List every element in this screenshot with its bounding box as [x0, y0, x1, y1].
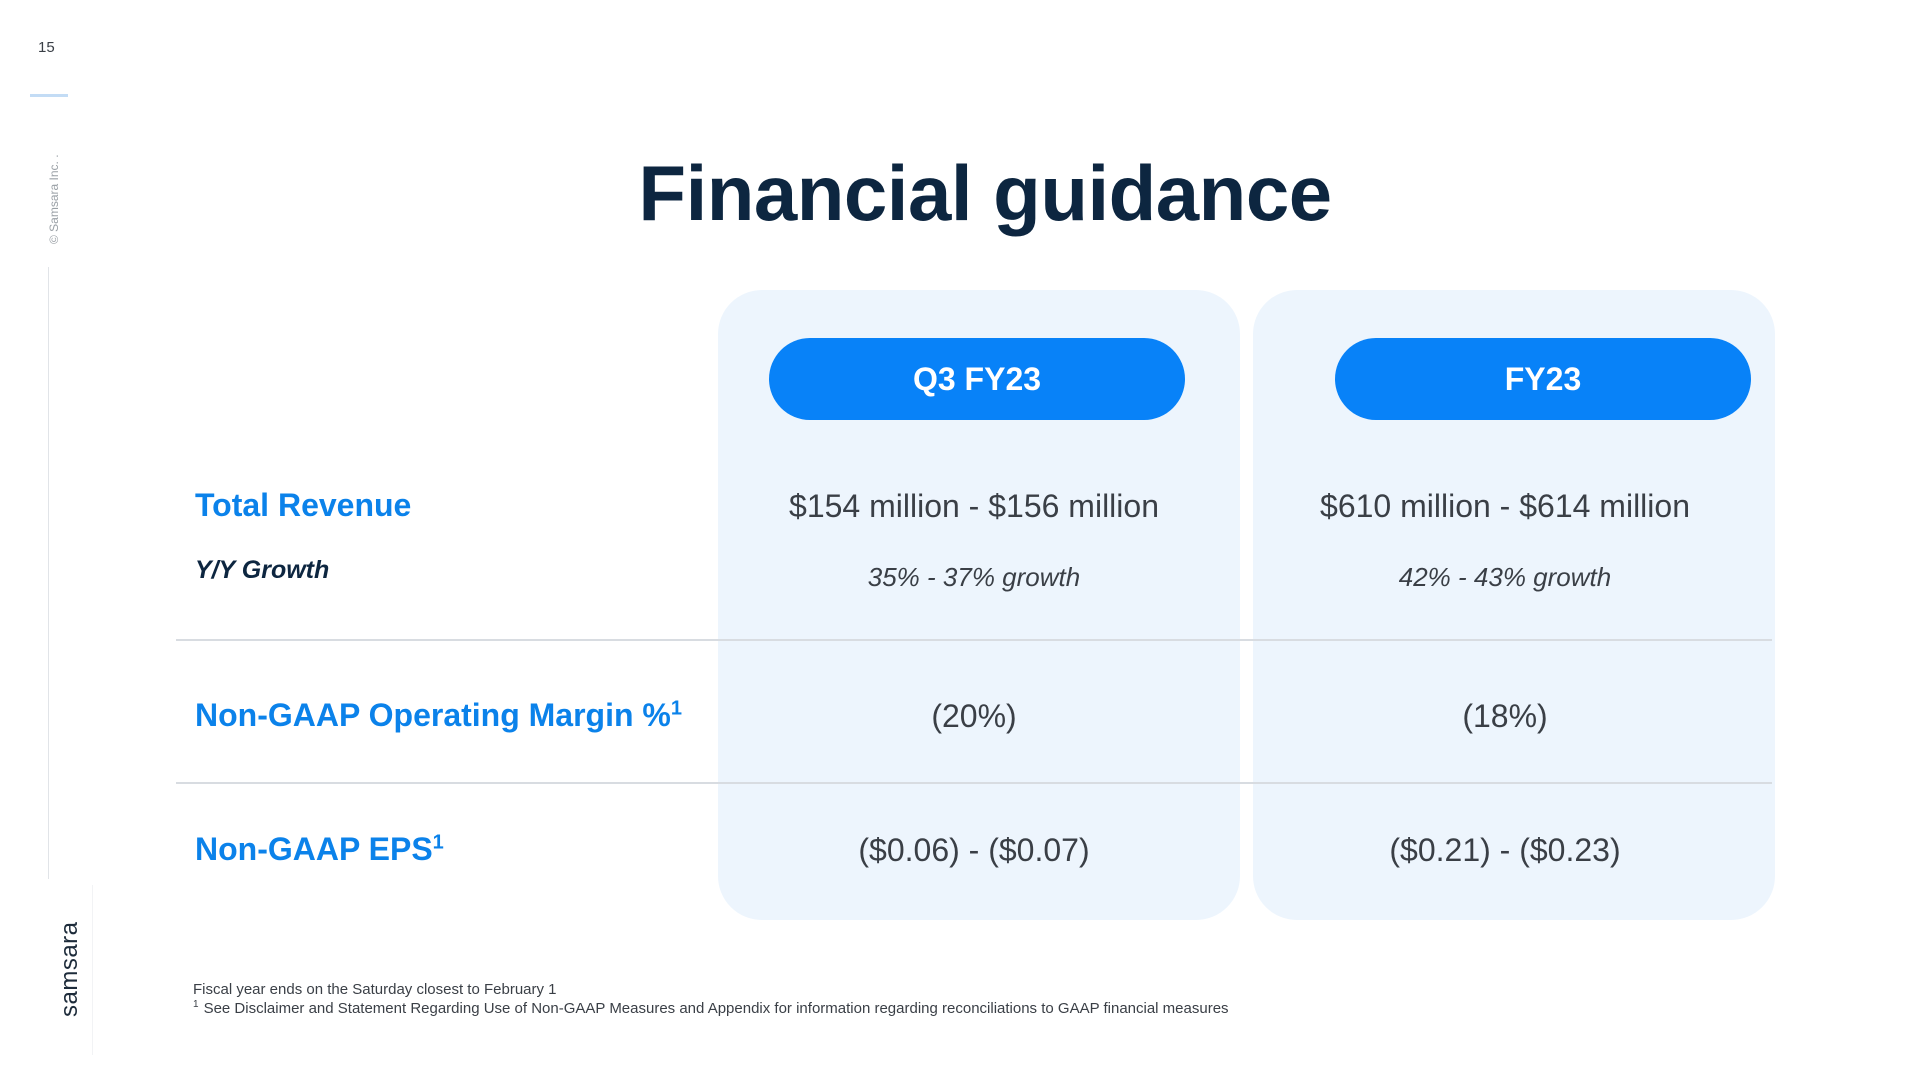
footnote-marker: 1 [193, 999, 199, 1010]
footer-divider [92, 885, 93, 1055]
page-number: 15 [38, 39, 55, 56]
disclaimer-text: See Disclaimer and Statement Regarding U… [203, 1000, 1229, 1017]
disclaimer-footnote: 1 See Disclaimer and Statement Regarding … [193, 999, 1229, 1018]
q3-eps-value: ($0.06) - ($0.07) [858, 832, 1090, 868]
row-divider [176, 782, 1772, 784]
total-revenue-label-text: Total Revenue [195, 487, 412, 523]
footnote-marker: 1 [432, 831, 444, 854]
yy-growth-label: Y/Y Growth [195, 556, 330, 584]
operating-margin-label-text: Non-GAAP Operating Margin % [195, 697, 671, 733]
fy-revenue-value: $610 million - $614 million [1320, 488, 1690, 524]
fy-operating-margin-value: (18%) [1462, 698, 1548, 734]
eps-label: Non-GAAP EPS1 [195, 831, 444, 868]
q3-fy23-header: Q3 FY23 [769, 338, 1185, 420]
eps-label-text: Non-GAAP EPS [195, 831, 433, 867]
row-divider [176, 639, 1772, 641]
footnote-marker: 1 [670, 697, 682, 720]
rail-accent-bar [30, 94, 68, 97]
rail-divider-line [48, 267, 49, 879]
q3-growth-value: 35% - 37% growth [867, 562, 1081, 592]
fy-growth-value: 42% - 43% growth [1398, 562, 1612, 592]
slide-title: Financial guidance [638, 149, 1332, 237]
total-revenue-label: Total Revenue [195, 487, 411, 524]
q3-operating-margin-value: (20%) [931, 698, 1017, 734]
operating-margin-label: Non-GAAP Operating Margin %1 [195, 697, 682, 734]
fy-eps-value: ($0.21) - ($0.23) [1389, 832, 1621, 868]
fy23-header: FY23 [1335, 338, 1751, 420]
q3-revenue-value: $154 million - $156 million [789, 488, 1159, 524]
samsara-logo: samsara [56, 921, 83, 1017]
fiscal-year-footnote: Fiscal year ends on the Saturday closest… [193, 981, 557, 998]
